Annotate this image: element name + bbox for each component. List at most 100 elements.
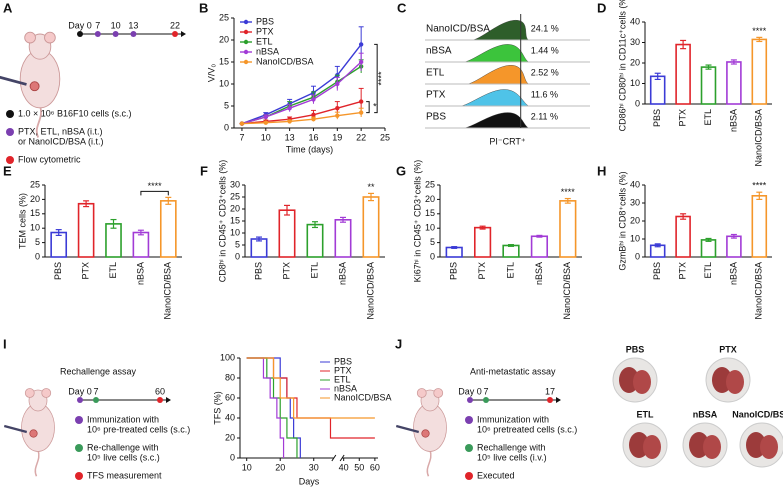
error-bar <box>705 237 712 242</box>
row-label: nBSA <box>426 46 452 57</box>
bar <box>473 226 492 258</box>
histogram <box>472 19 529 41</box>
step-bullet <box>75 416 83 424</box>
y-tick-label: 15 <box>219 56 229 66</box>
y-tick-label: 15 <box>425 208 435 218</box>
timeline-label: 60 <box>155 386 165 396</box>
y-tick-label: 10 <box>630 78 640 88</box>
bar <box>530 235 549 258</box>
error-bar <box>705 64 712 70</box>
syringe <box>395 424 420 434</box>
timeline-label: 10 <box>111 20 121 30</box>
x-tick-label: ETL <box>505 262 515 279</box>
step-bullet <box>465 416 473 424</box>
bar <box>50 231 68 258</box>
y-tick-label: 40 <box>630 16 640 26</box>
photo-label: PTX <box>719 344 737 354</box>
y-tick-label: 20 <box>30 194 40 204</box>
error-bar <box>564 197 571 204</box>
y-tick-label: 25 <box>219 12 229 22</box>
error-bar <box>756 36 763 43</box>
y-tick-label: 15 <box>30 208 40 218</box>
panel-label: I <box>3 336 7 351</box>
photo-label: PBS <box>626 344 645 354</box>
value-label: 2.52 % <box>531 67 559 77</box>
y-tick-label: 10 <box>630 233 640 243</box>
x-tick-label: nBSA <box>135 262 145 285</box>
mouse-tail <box>426 449 432 477</box>
timeline-label: Day 0 <box>68 20 92 30</box>
y-tick-label: 30 <box>630 37 640 47</box>
significance-bracket <box>374 43 378 114</box>
tumor <box>29 429 38 438</box>
data-point <box>311 97 316 102</box>
x-tick-label: PTX <box>80 262 90 280</box>
series-line <box>241 111 362 125</box>
y-tick-label: 10 <box>219 78 229 88</box>
legend-marker <box>243 19 249 25</box>
step-text: 10⁶ pretreated cells (s.c.) <box>477 424 577 434</box>
bar <box>502 244 520 258</box>
y-tick-label: 5 <box>35 237 40 247</box>
x-tick-label: PTX <box>677 262 687 280</box>
timeline-arrow <box>166 397 171 403</box>
y-tick-label: 40 <box>630 179 640 189</box>
step-text: 1.0 × 10⁶ B16F10 cells (s.c.) <box>18 108 132 118</box>
diagram-title: Rechallenge assay <box>60 366 137 376</box>
step-text: 10⁵ live cells (s.c.) <box>87 452 160 462</box>
y-tick-label: 100 <box>220 352 235 362</box>
step-bullet <box>75 444 83 452</box>
lung-photo <box>739 422 783 468</box>
timeline-arrow <box>556 397 561 403</box>
x-tick-label: 16 <box>308 132 318 142</box>
lung-photo <box>705 357 751 403</box>
y-tick-label: 0 <box>430 251 435 261</box>
bar <box>362 196 380 258</box>
data-point <box>358 110 364 115</box>
histogram <box>464 112 529 129</box>
error-bar <box>654 72 661 81</box>
y-tick-label: 60 <box>225 392 235 402</box>
data-point <box>287 119 292 124</box>
bar <box>334 219 352 258</box>
axis-break <box>331 454 337 462</box>
value-label: 11.6 % <box>531 89 558 99</box>
x-tick-label: PTX <box>677 109 687 127</box>
bar <box>675 43 691 105</box>
error-bar <box>312 221 318 229</box>
y-tick-label: 20 <box>425 194 435 204</box>
y-tick-label: 0 <box>635 98 640 108</box>
timeline-dot <box>94 31 101 37</box>
bar <box>250 238 268 258</box>
x-tick-label: NanoICD/BSA <box>365 262 375 320</box>
bar <box>278 209 296 258</box>
annotation: **** <box>561 187 576 197</box>
x-tick-label: ETL <box>309 262 319 279</box>
x-tick-label: PBS <box>253 262 263 280</box>
x-tick-label: PBS <box>449 262 459 280</box>
y-tick-label: 20 <box>225 432 235 442</box>
data-point <box>358 59 364 65</box>
step-bullet <box>465 472 473 480</box>
bar <box>132 231 150 258</box>
legend-label: PBS <box>256 16 274 26</box>
timeline-dot <box>77 31 83 37</box>
x-tick-label: 60 <box>370 462 380 472</box>
legend-label: PBS <box>334 356 352 366</box>
lung-photo <box>612 357 658 403</box>
legend-label: ETL <box>334 374 351 384</box>
x-tick-label: ETL <box>703 109 713 126</box>
photo-label: nBSA <box>693 409 718 419</box>
value-label: 1.44 % <box>531 45 559 55</box>
y-axis-label: V/V₀ <box>206 64 216 83</box>
y-tick-label: 5 <box>430 237 435 247</box>
lung <box>760 435 778 459</box>
step-text: PTX, ETL, nBSA (i.t.) <box>18 126 103 136</box>
step-bullet <box>6 110 14 118</box>
step-text: or NanoICD/BSA (i.t.) <box>18 136 104 146</box>
timeline-dot <box>467 397 473 403</box>
error-bar <box>340 216 346 223</box>
x-tick-label: PBS <box>53 262 63 280</box>
value-label: 2.11 % <box>531 111 558 121</box>
